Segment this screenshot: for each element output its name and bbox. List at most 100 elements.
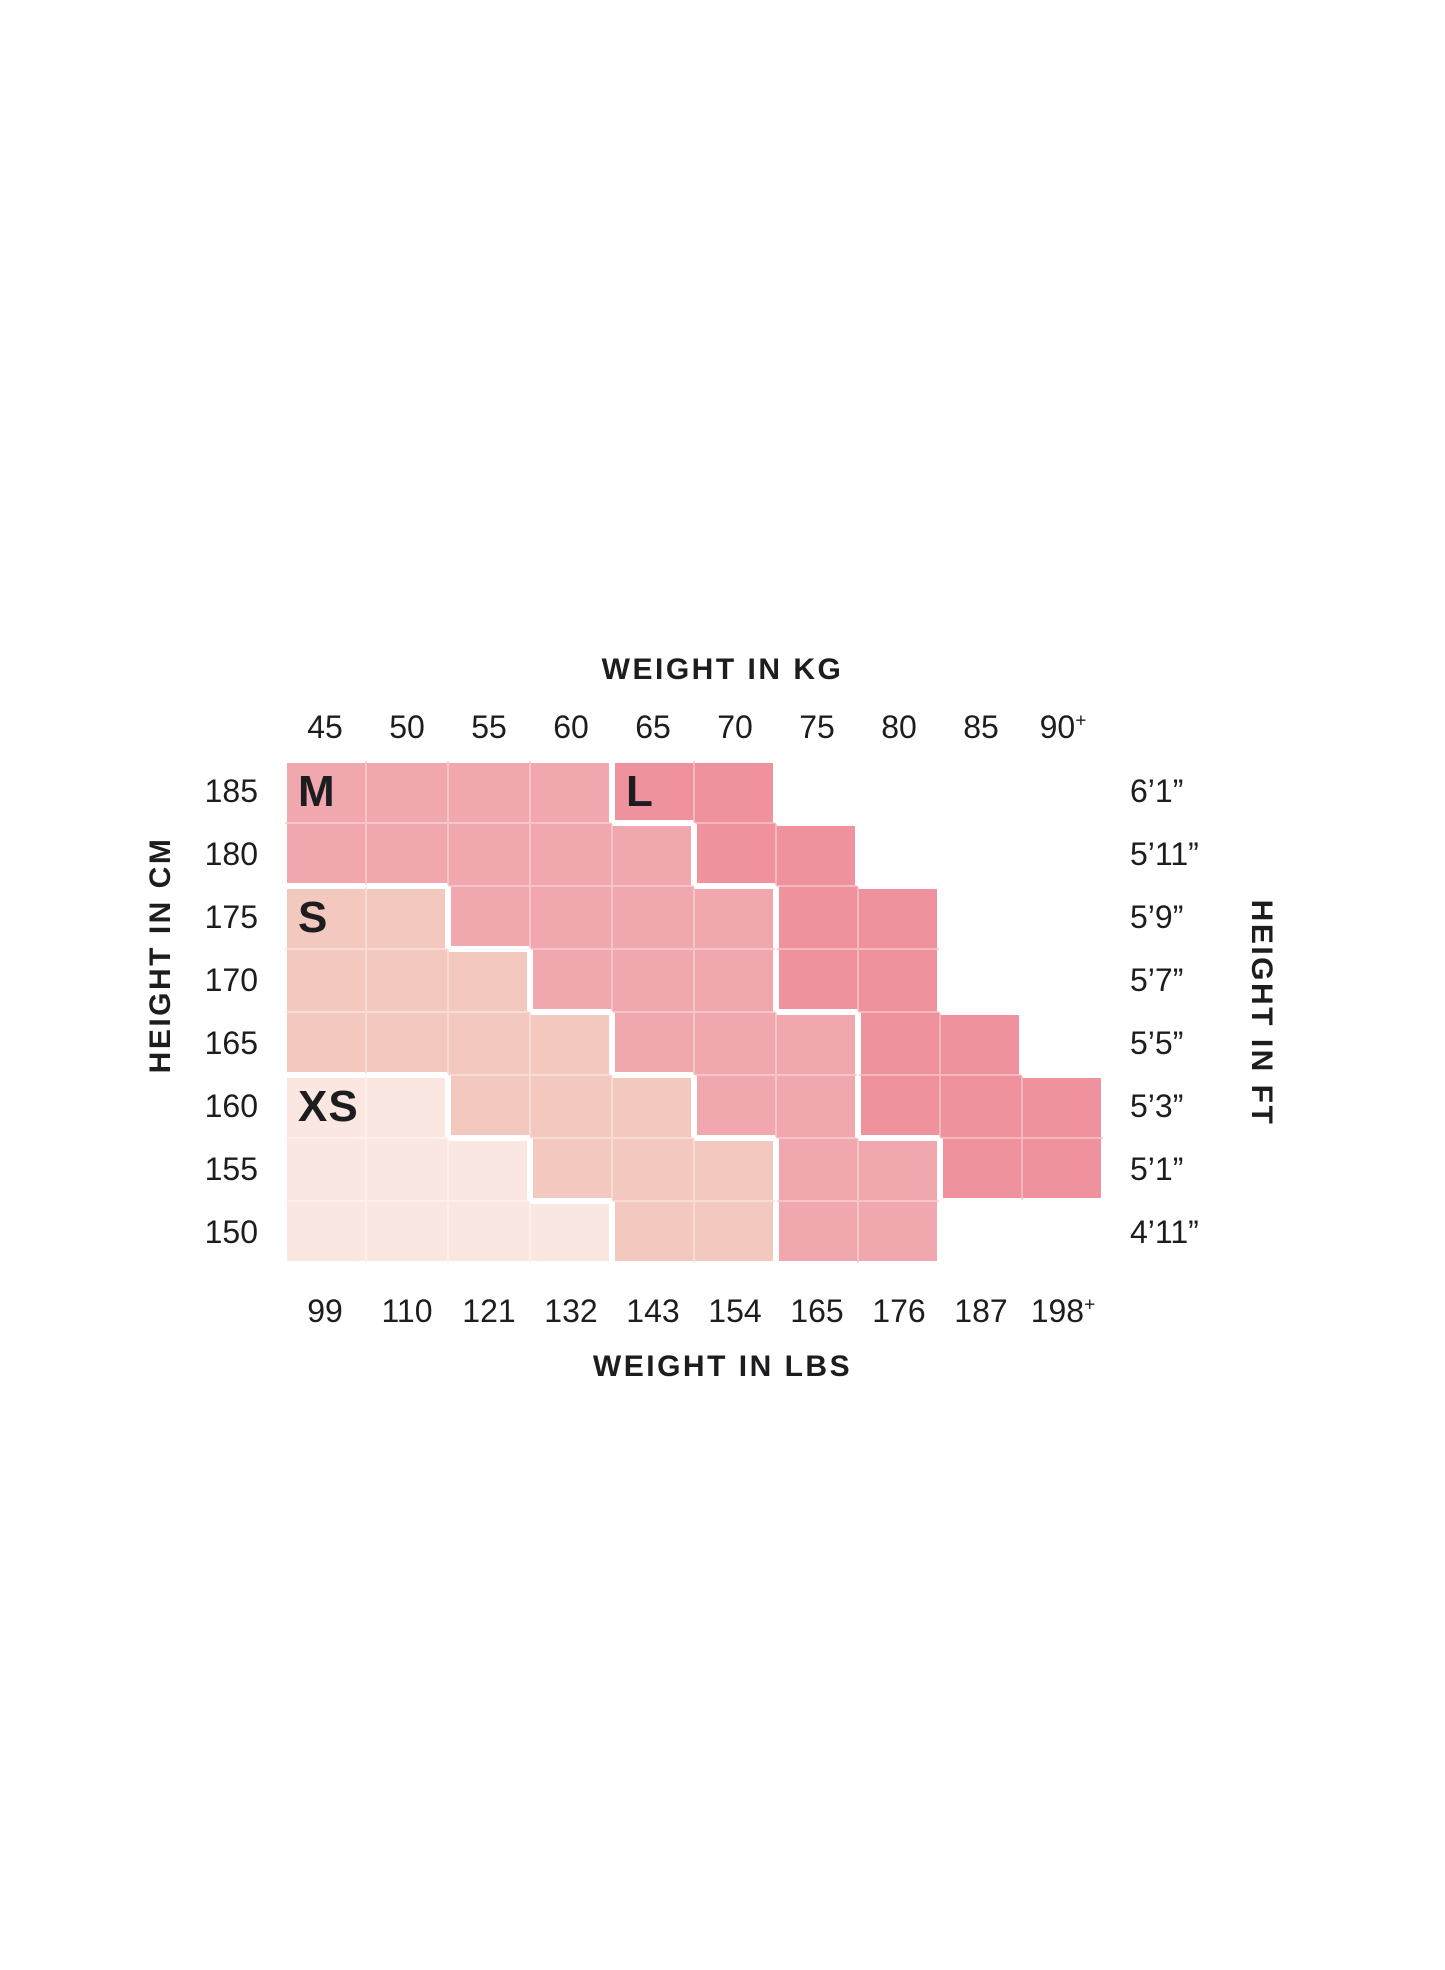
lbs-tick: 198+	[1030, 1293, 1096, 1329]
size-cell-s	[366, 949, 448, 1012]
size-cell-s	[366, 1012, 448, 1075]
size-cell-l	[1022, 1075, 1104, 1138]
region-label-l: L	[626, 767, 654, 816]
size-cell-m	[448, 886, 530, 949]
size-cell-m	[694, 1075, 776, 1138]
size-cell-m	[448, 760, 530, 823]
size-cell-l	[858, 886, 940, 949]
weight-lbs-title: WEIGHT IN LBS	[592, 1350, 853, 1383]
cm-label: 165	[204, 1025, 258, 1061]
size-cell-l	[776, 886, 858, 949]
lbs-tick: 121	[462, 1293, 516, 1329]
size-cell-s	[694, 1138, 776, 1201]
size-cell-m	[858, 1138, 940, 1201]
size-cell-xs	[284, 1201, 366, 1264]
kg-tick: 70	[717, 709, 753, 745]
size-cell-xs	[448, 1201, 530, 1264]
size-cell-l	[858, 1012, 940, 1075]
size-cell-m	[530, 949, 612, 1012]
size-cell-s	[694, 1201, 776, 1264]
ft-label: 4’11”	[1130, 1214, 1199, 1250]
size-cell-m	[530, 760, 612, 823]
size-cell-s	[284, 949, 366, 1012]
kg-tick: 80	[881, 709, 917, 745]
height-ft-title: HEIGHT IN FT	[1245, 899, 1278, 1127]
size-cell-l	[694, 760, 776, 823]
cm-label: 170	[204, 962, 258, 998]
size-cell-xs	[448, 1138, 530, 1201]
size-cell-l	[940, 1075, 1022, 1138]
size-cell-xs	[284, 1075, 366, 1138]
size-cell-l	[694, 823, 776, 886]
size-cell-xs	[366, 1075, 448, 1138]
size-cell-l	[940, 1138, 1022, 1201]
lbs-tick: 154	[708, 1293, 762, 1329]
size-cell-s	[612, 1138, 694, 1201]
size-cell-xs	[366, 1201, 448, 1264]
kg-tick: 90+	[1039, 709, 1087, 745]
size-cell-m	[776, 1012, 858, 1075]
size-cell-m	[694, 886, 776, 949]
lbs-tick: 110	[381, 1293, 433, 1329]
kg-tick: 45	[307, 709, 343, 745]
size-cell-m	[694, 949, 776, 1012]
lbs-tick: 99	[307, 1293, 343, 1329]
kg-tick: 85	[963, 709, 999, 745]
size-cell-m	[612, 949, 694, 1012]
size-cell-l	[1022, 1138, 1104, 1201]
cm-label: 180	[204, 836, 258, 872]
height-cm-title: HEIGHT IN CM	[144, 836, 177, 1074]
cm-label: 175	[204, 899, 258, 935]
size-cell-s	[612, 1201, 694, 1264]
size-cell-m	[284, 823, 366, 886]
size-cell-l	[858, 949, 940, 1012]
size-cell-s	[612, 1075, 694, 1138]
kg-tick: 60	[553, 709, 589, 745]
ft-label: 5’11”	[1130, 836, 1199, 872]
size-cell-m	[612, 1012, 694, 1075]
ft-label: 5’9”	[1130, 899, 1184, 935]
cm-label: 185	[204, 773, 258, 809]
ft-label: 5’3”	[1130, 1088, 1184, 1124]
kg-tick: 50	[389, 709, 425, 745]
lbs-tick: 165	[790, 1293, 844, 1329]
size-cell-l	[776, 823, 858, 886]
lbs-tick: 143	[626, 1293, 680, 1329]
size-cell-xs	[530, 1201, 612, 1264]
ft-label: 5’7”	[1130, 962, 1184, 998]
size-cell-m	[858, 1201, 940, 1264]
size-cell-s	[448, 1075, 530, 1138]
region-label-s: S	[298, 893, 329, 942]
size-cell-m	[366, 760, 448, 823]
weight-kg-title: WEIGHT IN KG	[601, 653, 844, 686]
size-cell-m	[776, 1075, 858, 1138]
size-cell-xs	[366, 1138, 448, 1201]
size-cell-s	[530, 1075, 612, 1138]
size-cell-m	[530, 823, 612, 886]
ft-label: 6’1”	[1130, 773, 1184, 809]
size-cell-m	[530, 886, 612, 949]
size-cell-l	[858, 1075, 940, 1138]
lbs-tick: 187	[954, 1293, 1008, 1329]
size-cell-s	[530, 1138, 612, 1201]
cm-label: 155	[204, 1151, 258, 1187]
lbs-tick: 132	[544, 1293, 598, 1329]
size-cell-s	[448, 1012, 530, 1075]
size-cell-m	[284, 760, 366, 823]
size-cell-s	[284, 886, 366, 949]
size-cell-m	[448, 823, 530, 886]
size-cell-m	[776, 1138, 858, 1201]
region-label-m: M	[298, 767, 336, 816]
size-cell-m	[366, 823, 448, 886]
cm-label: 160	[204, 1088, 258, 1124]
region-label-xs: XS	[298, 1082, 359, 1131]
lbs-tick: 176	[872, 1293, 926, 1329]
ft-label: 5’5”	[1130, 1025, 1184, 1061]
cm-label: 150	[204, 1214, 258, 1250]
kg-tick: 75	[799, 709, 835, 745]
size-cell-l	[612, 760, 694, 823]
size-cell-m	[694, 1012, 776, 1075]
kg-tick: 65	[635, 709, 671, 745]
size-cell-xs	[284, 1138, 366, 1201]
